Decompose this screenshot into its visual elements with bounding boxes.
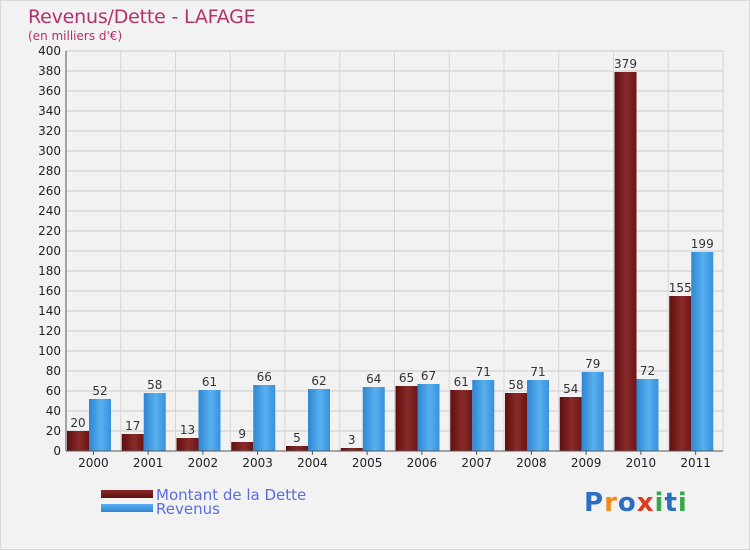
data-label-revenus: 58 (147, 378, 162, 392)
proxiti-logo: Proxiti (584, 488, 688, 518)
bar-dette (395, 386, 418, 451)
data-label-dette: 61 (454, 375, 469, 389)
data-label-revenus: 67 (421, 369, 436, 383)
legend-label-dette: Montant de la Dette (156, 486, 307, 504)
bar-dette (559, 397, 582, 451)
y-tick-label: 120 (38, 324, 61, 338)
x-tick-label: 2002 (188, 456, 219, 470)
data-label-dette: 54 (563, 382, 578, 396)
x-tick-label: 2009 (571, 456, 602, 470)
bar-revenus (308, 389, 330, 451)
data-label-dette: 65 (399, 371, 414, 385)
y-tick-label: 20 (46, 424, 61, 438)
data-label-dette: 5 (293, 431, 301, 445)
bar-revenus (527, 380, 549, 451)
y-tick-label: 360 (38, 84, 61, 98)
bar-revenus (143, 393, 166, 451)
legend-label-revenus: Revenus (156, 500, 220, 518)
chart-subtitle: (en milliers d'€) (28, 29, 123, 43)
bar-revenus (253, 385, 276, 451)
y-tick-label: 220 (38, 224, 61, 238)
y-tick-label: 280 (38, 164, 61, 178)
logo-letter: t (664, 488, 678, 518)
bar-revenus (472, 380, 495, 451)
data-label-dette: 58 (508, 378, 523, 392)
chart-title: Revenus/Dette - LAFAGE (28, 6, 256, 28)
bar-revenus (89, 399, 111, 451)
data-label-revenus: 62 (311, 374, 326, 388)
bar-dette (450, 390, 473, 451)
y-tick-label: 340 (38, 104, 61, 118)
legend-swatch-revenus (101, 504, 153, 512)
y-tick-label: 380 (38, 64, 61, 78)
y-tick-label: 40 (46, 404, 61, 418)
x-tick-label: 2010 (626, 456, 657, 470)
data-label-revenus: 79 (585, 357, 600, 371)
y-tick-label: 180 (38, 264, 61, 278)
bar-dette (614, 72, 637, 451)
data-label-revenus: 66 (257, 370, 272, 384)
bar-dette (121, 434, 144, 451)
x-tick-label: 2003 (242, 456, 273, 470)
bar-revenus (198, 390, 221, 451)
y-tick-label: 200 (38, 244, 61, 258)
data-label-dette: 379 (614, 57, 637, 71)
data-label-dette: 3 (348, 433, 356, 447)
data-label-revenus: 52 (92, 384, 107, 398)
data-label-revenus: 72 (640, 364, 655, 378)
data-label-revenus: 71 (476, 365, 491, 379)
x-tick-label: 2008 (516, 456, 547, 470)
x-tick-label: 2005 (352, 456, 383, 470)
bar-revenus (636, 379, 659, 451)
data-label-dette: 155 (669, 281, 692, 295)
bar-revenus (362, 387, 385, 451)
legend-swatch-dette (101, 490, 153, 498)
y-tick-label: 100 (38, 344, 61, 358)
data-label-revenus: 71 (530, 365, 545, 379)
logo-letter: x (636, 488, 655, 518)
data-label-revenus: 61 (202, 375, 217, 389)
data-label-dette: 20 (70, 416, 85, 430)
bar-dette (505, 393, 527, 451)
bar-revenus (581, 372, 604, 451)
x-tick-label: 2007 (461, 456, 492, 470)
logo-letter: i (654, 488, 665, 518)
y-tick-label: 80 (46, 364, 61, 378)
bar-dette (231, 442, 254, 451)
x-tick-label: 2000 (78, 456, 109, 470)
bar-revenus (691, 252, 714, 451)
y-tick-label: 320 (38, 124, 61, 138)
y-tick-label: 240 (38, 204, 61, 218)
data-label-dette: 17 (125, 419, 140, 433)
logo-letter: o (617, 488, 637, 518)
bar-dette (176, 438, 199, 451)
logo-letter: i (677, 488, 688, 518)
x-tick-label: 2004 (297, 456, 328, 470)
logo-letter: P (584, 488, 605, 518)
bar-dette (286, 446, 308, 451)
x-tick-label: 2006 (407, 456, 438, 470)
y-tick-label: 140 (38, 304, 61, 318)
x-tick-label: 2011 (680, 456, 711, 470)
data-label-revenus: 64 (366, 372, 381, 386)
x-tick-label: 2001 (133, 456, 164, 470)
logo-letter: r (604, 488, 618, 518)
y-tick-label: 60 (46, 384, 61, 398)
data-label-dette: 9 (238, 427, 246, 441)
data-label-dette: 13 (180, 423, 195, 437)
y-tick-label: 400 (38, 44, 61, 58)
y-tick-label: 260 (38, 184, 61, 198)
bar-dette (669, 296, 692, 451)
y-tick-label: 160 (38, 284, 61, 298)
y-tick-label: 0 (53, 444, 61, 458)
bar-dette (340, 448, 363, 451)
data-label-revenus: 199 (691, 237, 714, 251)
y-tick-label: 300 (38, 144, 61, 158)
bar-revenus (417, 384, 440, 451)
bar-dette (67, 431, 89, 451)
